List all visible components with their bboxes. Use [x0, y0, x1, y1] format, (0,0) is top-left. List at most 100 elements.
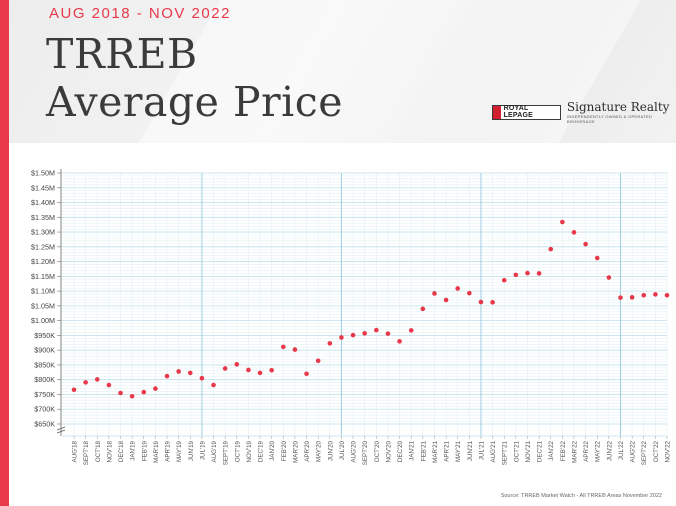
royal-lepage-logo: ROYAL LEPAGE — [492, 104, 561, 120]
title-line-1: TRREB — [46, 30, 198, 78]
x-tick-label: JUL'22 — [618, 440, 625, 460]
y-tick-label: $650K — [34, 420, 55, 429]
title-line-2: Average Price — [46, 78, 343, 126]
x-tick-label: FEB'22 — [560, 440, 567, 461]
data-point — [618, 295, 623, 300]
data-point — [304, 371, 309, 377]
data-point — [176, 369, 181, 374]
data-point — [350, 332, 356, 338]
data-point — [432, 291, 437, 296]
data-point — [548, 246, 554, 252]
data-point — [187, 370, 193, 376]
data-point — [594, 255, 600, 261]
x-tick-label: SEPT'21 — [502, 440, 509, 465]
x-tick-label: AUG'21 — [490, 440, 497, 462]
x-tick-label: AUG'22 — [630, 440, 637, 462]
axis-break-mark — [56, 426, 66, 431]
y-tick-label: $1.25M — [31, 242, 55, 251]
data-point — [583, 241, 588, 247]
x-tick-label: SEPT'18 — [83, 440, 90, 465]
y-tick-label: $1.10M — [31, 287, 55, 296]
x-tick-label: JAN'20 — [269, 440, 276, 460]
x-tick-label: JUN'20 — [327, 440, 334, 461]
x-tick-label: DEC'20 — [397, 440, 404, 462]
data-point — [153, 386, 158, 391]
data-point — [606, 275, 612, 280]
price-chart: $650K $700K $750K $800K $850K $900K $950K $1.00… — [31, 169, 672, 466]
y-tick-label: $1.00M — [31, 316, 55, 325]
brokerage-logo: ROYAL LEPAGE Signature Realty INDEPENDEN… — [492, 100, 676, 124]
y-tick-label: $1.40M — [31, 198, 55, 207]
data-point — [141, 389, 147, 395]
logo-tagline: INDEPENDENTLY OWNED & OPERATED BROKERAGE — [566, 113, 653, 124]
x-tick-label: NOV'21 — [525, 440, 532, 462]
data-point — [641, 292, 647, 298]
x-tick-label: JAN'21 — [409, 440, 416, 460]
data-point — [629, 295, 635, 300]
data-point — [420, 306, 426, 312]
x-tick-label: NOV'22 — [665, 440, 672, 462]
y-tick-label: $800K — [34, 375, 55, 384]
x-tick-label: OCT'22 — [653, 440, 660, 462]
x-tick-label: APR'22 — [583, 440, 590, 461]
x-tick-label: DEC'19 — [258, 440, 265, 462]
x-tick-label: MAY'22 — [595, 440, 602, 462]
x-tick-label: NOV'19 — [246, 440, 253, 462]
header — [9, 0, 676, 143]
data-point — [443, 297, 449, 303]
y-tick-label: $1.15M — [31, 272, 55, 281]
x-tick-label: MAR'22 — [571, 440, 578, 462]
x-tick-label: MAR'19 — [153, 440, 160, 462]
x-tick-label: JUL'20 — [339, 440, 346, 460]
data-point — [560, 219, 565, 225]
data-point — [315, 358, 321, 364]
y-tick-label: $1.50M — [31, 169, 55, 178]
x-tick-label: SEPT'19 — [223, 440, 230, 465]
x-tick-label: APR'19 — [165, 440, 172, 461]
x-tick-label: MAY'21 — [455, 440, 462, 462]
x-tick-label: JUL'21 — [478, 440, 485, 460]
y-tick-label: $1.30M — [31, 228, 55, 237]
y-tick-label: $1.35M — [31, 213, 55, 222]
x-tick-label: NOV'18 — [106, 440, 113, 462]
x-tick-label: SEPT'20 — [362, 440, 369, 465]
data-point — [94, 377, 100, 382]
x-tick-label: SEPT'22 — [641, 440, 648, 465]
x-tick-label: MAY'19 — [176, 440, 183, 462]
x-tick-label: AUG'20 — [351, 440, 358, 462]
x-tick-label: OCT'20 — [374, 440, 381, 462]
date-range-label: AUG 2018 - NOV 2022 — [49, 5, 231, 22]
x-tick-label: DEC'21 — [537, 440, 544, 462]
logo-signature: Signature Realty INDEPENDENTLY OWNED & O… — [566, 100, 676, 124]
y-tick-label: $700K — [34, 405, 55, 414]
x-tick-label: JUN'19 — [188, 440, 195, 461]
x-tick-label: FEB'19 — [141, 440, 148, 461]
data-point — [234, 362, 240, 367]
y-tick-label: $1.05M — [31, 301, 55, 310]
data-point — [339, 335, 344, 340]
x-tick-label: APR'20 — [304, 440, 311, 461]
x-tick-label: OCT'21 — [513, 440, 520, 462]
x-tick-label: JUL'19 — [199, 440, 206, 460]
data-point — [83, 380, 88, 385]
page-title: TRREB Average Price — [46, 30, 343, 126]
x-tick-label: AUG'19 — [211, 440, 218, 462]
data-point — [118, 390, 123, 396]
source-note: Source: TRREB Market Watch - All TRREB A… — [500, 493, 662, 499]
x-tick-label: JAN'19 — [130, 440, 137, 460]
data-point — [199, 375, 205, 381]
data-point — [571, 230, 577, 235]
data-point — [478, 299, 484, 305]
data-point — [525, 270, 530, 276]
x-tick-label: MAR'20 — [292, 440, 299, 462]
x-tick-label: JUN'22 — [606, 440, 613, 461]
y-tick-label: $1.45M — [31, 183, 55, 192]
x-tick-label: OCT'19 — [234, 440, 241, 462]
data-point — [257, 370, 263, 376]
x-tick-label: JUN'21 — [467, 440, 474, 461]
data-point — [513, 272, 519, 278]
y-tick-label: $950K — [34, 331, 55, 340]
data-point — [653, 292, 658, 297]
data-point — [71, 387, 77, 393]
y-tick-label: $850K — [34, 360, 55, 369]
